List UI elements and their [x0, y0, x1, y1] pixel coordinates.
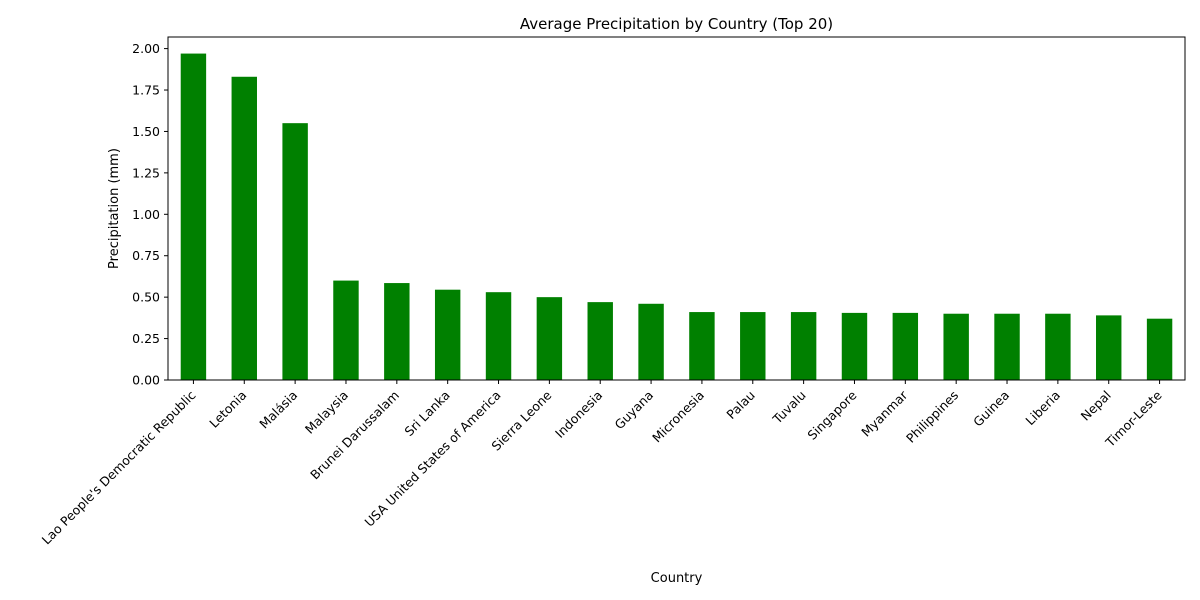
bar	[790, 312, 817, 380]
y-tick-label: 0.25	[132, 331, 160, 346]
x-axis-label: Country	[651, 571, 703, 586]
bar	[384, 283, 410, 380]
y-tick-label: 0.75	[132, 248, 160, 263]
x-tick-label: Letonia	[206, 388, 249, 431]
x-tick-label: Indonesia	[552, 388, 605, 441]
bar	[994, 313, 1020, 380]
y-tick-label: 1.25	[132, 165, 160, 180]
bar	[638, 303, 664, 380]
bar	[943, 313, 969, 380]
bar	[689, 312, 715, 380]
bar	[282, 123, 308, 381]
bar	[1045, 313, 1071, 380]
y-axis-ticks: 0.00 0.25 0.50 0.75 1.00 1.25 1.50 1.75 2.00	[132, 41, 168, 388]
bar	[841, 312, 868, 380]
y-tick-label: 0.50	[132, 290, 160, 305]
bar	[1096, 315, 1122, 380]
bar	[180, 53, 207, 381]
bar	[587, 302, 613, 380]
x-tick-label: Micronesia	[649, 388, 707, 446]
x-axis-ticks: Lao People's Democratic Republic Letonia M…	[39, 380, 1165, 547]
x-tick-label: Singapore	[804, 387, 859, 442]
x-tick-label: Lao People's Democratic Republic	[39, 387, 199, 547]
x-tick-label: Nepal	[1078, 388, 1114, 424]
y-tick-label: 1.00	[132, 207, 160, 222]
chart-title: Average Precipitation by Country (Top 20…	[520, 15, 833, 33]
bar	[1146, 318, 1173, 380]
y-axis-label: Precipitation (mm)	[107, 148, 122, 269]
x-tick-label: Malaysia	[302, 388, 351, 437]
y-tick-label: 2.00	[132, 41, 160, 56]
bar	[485, 292, 512, 380]
x-tick-label: Myanmar	[858, 387, 911, 440]
x-tick-label: Brunei Darussalam	[307, 388, 402, 483]
x-tick-label: Liberia	[1022, 388, 1063, 429]
bar	[740, 312, 766, 380]
bar	[333, 280, 359, 380]
x-tick-label: Malásia	[256, 388, 300, 432]
bar	[892, 312, 919, 380]
y-tick-label: 1.75	[132, 83, 160, 98]
bar	[231, 76, 257, 380]
y-tick-label: 1.50	[132, 124, 160, 139]
x-tick-label: Palau	[723, 388, 757, 422]
plot-frame	[167, 36, 1186, 381]
x-tick-label: Guyana	[611, 388, 656, 433]
y-tick-label: 0.00	[132, 373, 160, 388]
x-tick-label: Sri Lanka	[401, 388, 452, 439]
x-tick-label: Tuvalu	[769, 388, 809, 428]
bar	[434, 289, 461, 380]
x-tick-label: Philippines	[903, 388, 961, 446]
bars-group	[180, 53, 1173, 381]
bar	[536, 297, 563, 380]
x-tick-label: Guinea	[970, 388, 1012, 430]
